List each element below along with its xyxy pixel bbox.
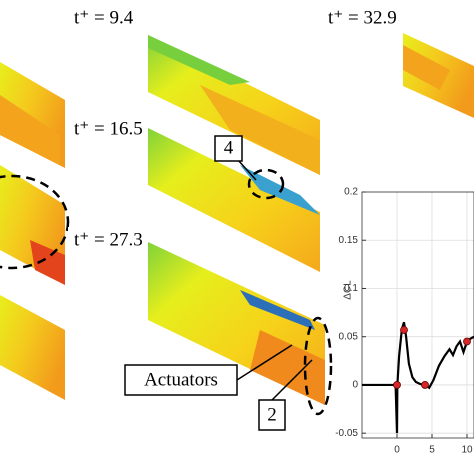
y-tick-label: -0.05 bbox=[335, 428, 358, 439]
x-tick-label: 5 bbox=[429, 445, 435, 456]
callout: 4 bbox=[224, 137, 234, 158]
x-tick-label: 0 bbox=[394, 445, 400, 456]
time-label: t⁺ = 32.9 bbox=[328, 7, 397, 28]
marker bbox=[463, 337, 471, 346]
y-tick-label: 0.1 bbox=[344, 283, 358, 294]
y-tick-label: 0.2 bbox=[344, 187, 358, 198]
chart: -0.05 0 0.05 0.1 0.15 0.2 0 5 10 bbox=[335, 187, 474, 456]
marker bbox=[400, 326, 408, 334]
plot-frame bbox=[361, 191, 474, 439]
marker bbox=[393, 381, 401, 389]
leader-lines bbox=[236, 159, 313, 401]
time-label: t⁺ = 16.5 bbox=[74, 118, 143, 139]
dashed-outlines bbox=[0, 168, 333, 416]
time-label: t⁺ = 9.4 bbox=[74, 7, 134, 28]
labels: t⁺ = 9.4 t⁺ = 16.5 t⁺ = 27.3 t⁺ = 32.9 4… bbox=[68, 5, 402, 431]
y-tick-label: 0.05 bbox=[339, 331, 359, 342]
y-axis-label: ΔCL bbox=[343, 280, 354, 300]
x-tick-label: 10 bbox=[461, 445, 473, 456]
marker bbox=[421, 381, 429, 389]
time-label: t⁺ = 27.3 bbox=[74, 229, 143, 250]
callout: Actuators bbox=[144, 369, 218, 390]
y-tick-label: 0.15 bbox=[339, 235, 359, 246]
y-tick-label: 0 bbox=[352, 380, 358, 391]
chart-background bbox=[340, 180, 474, 474]
callout: 2 bbox=[267, 404, 277, 425]
